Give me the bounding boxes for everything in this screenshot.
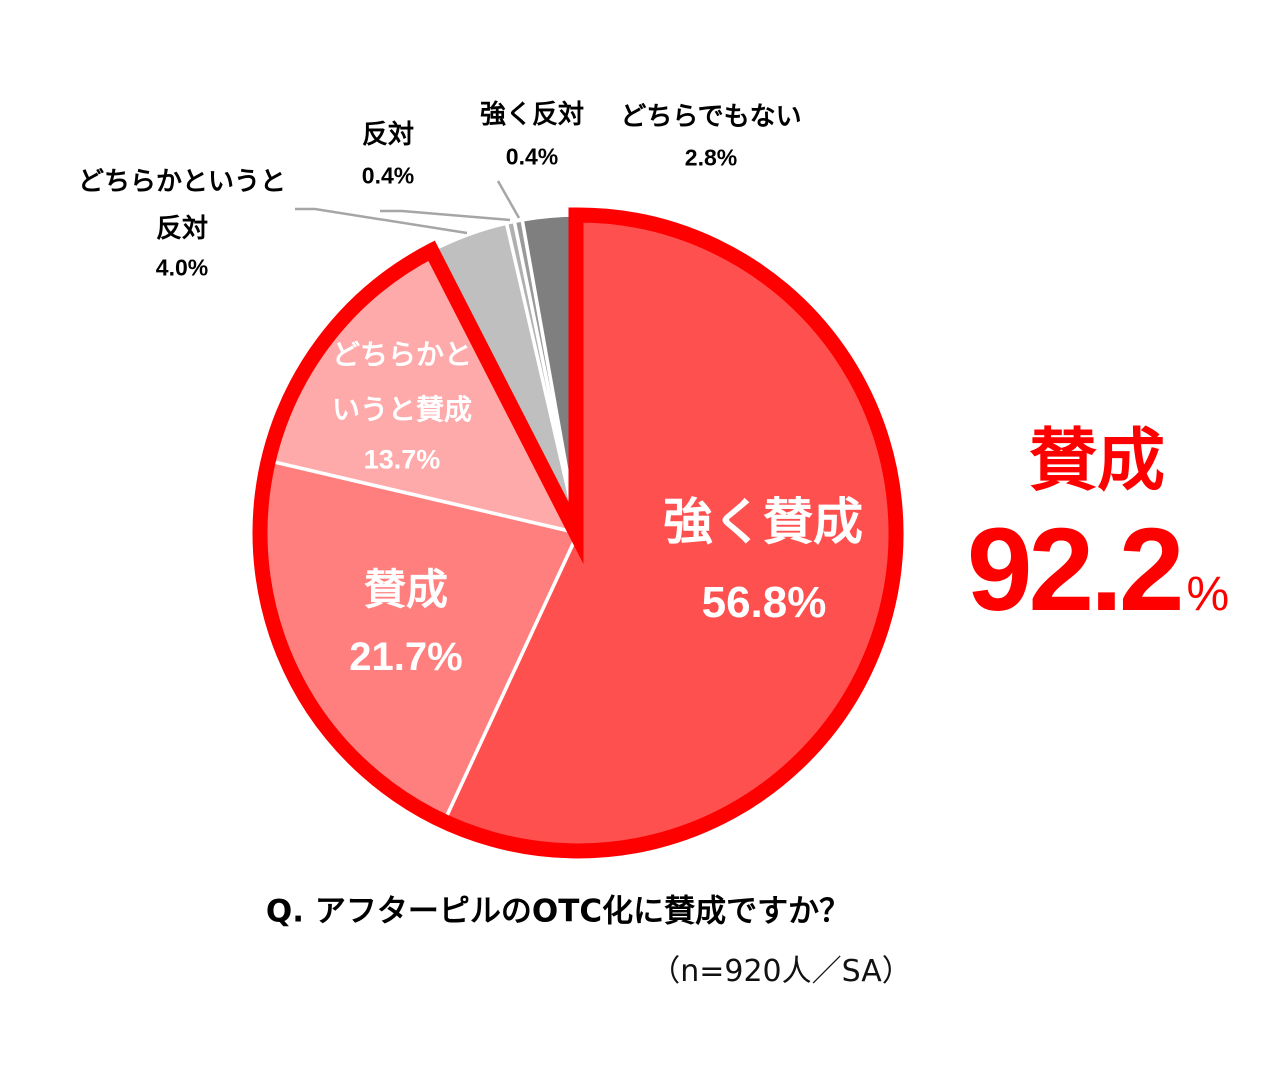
leader-line-strongly-disagree xyxy=(496,180,521,219)
callout-unit: % xyxy=(1186,568,1230,621)
label-agree: 賛成 xyxy=(363,565,449,614)
chart-title-question: Q. アフターピルのOTC化に賛成ですか？ xyxy=(265,893,851,930)
label-somewhat-agree-line1: どちらかと xyxy=(331,338,473,371)
callout-value: 92.2 % xyxy=(967,511,1229,629)
label-disagree: 反対 xyxy=(361,120,415,150)
leader-lines xyxy=(295,180,521,235)
label-neutral-pct: 2.8% xyxy=(684,144,738,171)
leader-line-disagree xyxy=(380,209,511,222)
agree-highlight-border xyxy=(252,207,904,859)
label-strongly-agree-pct: 56.8% xyxy=(701,578,827,627)
label-disagree-pct: 0.4% xyxy=(361,162,415,189)
callout-label: 賛成 xyxy=(1028,422,1166,501)
leader-line-somewhat-disagree xyxy=(295,207,468,235)
label-somewhat-agree-line2: いうと賛成 xyxy=(331,393,473,426)
sample-size-note: （n=920人／SA） xyxy=(650,954,912,989)
label-strongly-agree: 強く賛成 xyxy=(663,493,863,551)
label-somewhat-disagree-line1: どちらかというと xyxy=(77,167,287,197)
label-strongly-disagree: 強く反対 xyxy=(479,100,585,130)
label-somewhat-disagree-pct: 4.0% xyxy=(155,254,209,281)
label-somewhat-agree-pct: 13.7% xyxy=(363,444,441,475)
label-strongly-disagree-pct: 0.4% xyxy=(505,143,559,170)
label-agree-pct: 21.7% xyxy=(349,635,463,679)
callout-number: 92.2 xyxy=(966,504,1185,636)
label-neutral: どちらでもない xyxy=(620,102,802,132)
label-somewhat-disagree-line2: 反対 xyxy=(155,214,209,244)
